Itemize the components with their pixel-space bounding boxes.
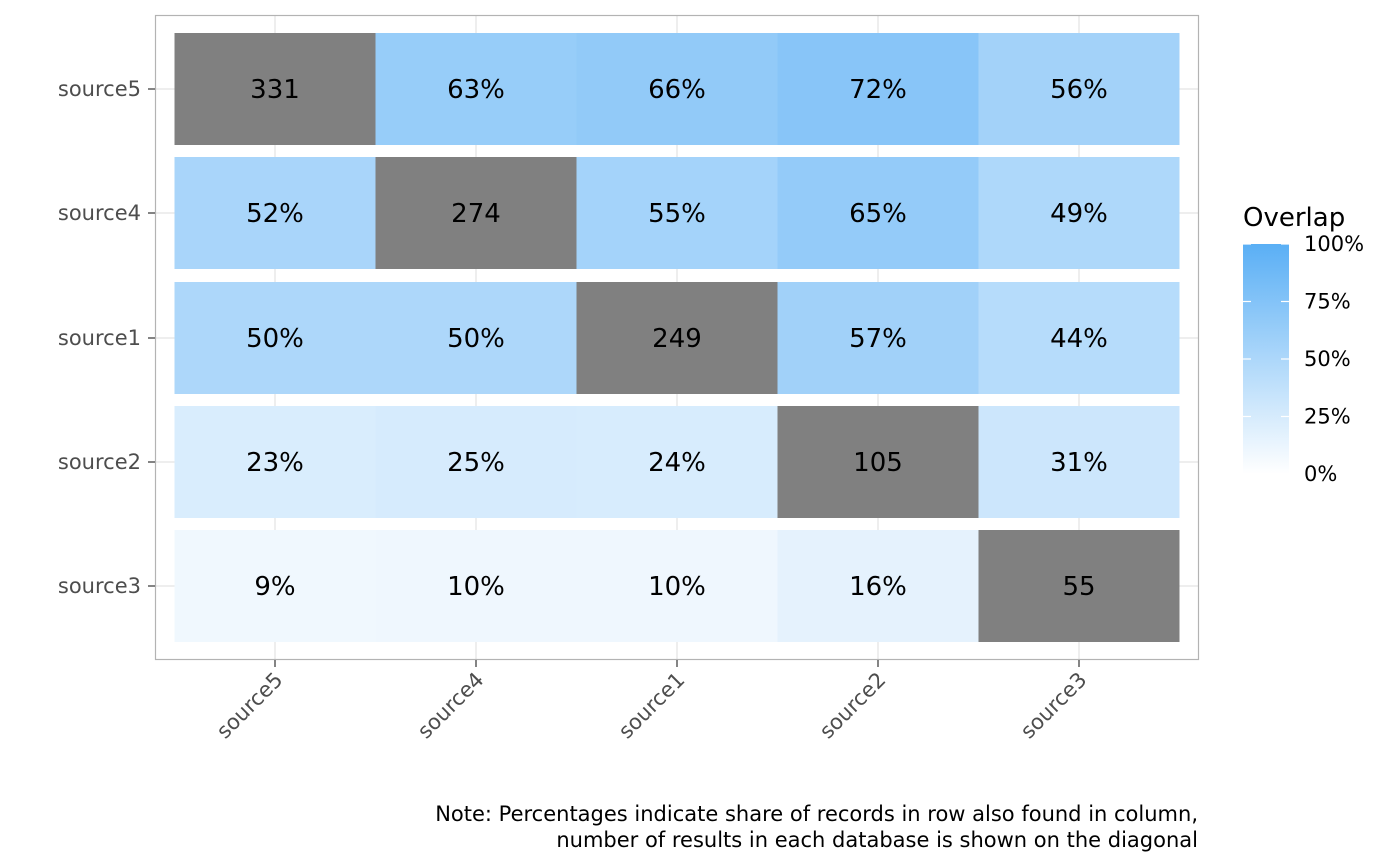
heatmap-cell-source3-source4 <box>375 530 577 642</box>
x-axis: source5 source4 source1 source2 source3 <box>212 660 1092 743</box>
heatmap-cell-source1-source4 <box>375 282 577 394</box>
heatmap-cell-source5-source4 <box>375 33 577 145</box>
note-line-2: number of results in each database is sh… <box>556 828 1198 852</box>
cell-label-source5-source5: 331 <box>250 75 300 105</box>
cell-label-source2-source2: 105 <box>853 448 903 478</box>
heatmap-cell-source4-source4 <box>375 157 577 269</box>
cell-label-source4-source3: 49% <box>1050 199 1108 229</box>
cell-label-source3-source5: 9% <box>254 572 295 602</box>
cell-label-source4-source1: 55% <box>648 199 706 229</box>
heatmap-cell-source2-source2 <box>777 406 979 518</box>
cell-label-source1-source1: 249 <box>652 324 702 354</box>
cell-label-source1-source5: 50% <box>246 324 304 354</box>
cell-label-source3-source3: 55 <box>1062 572 1095 602</box>
cell-label-source1-source3: 44% <box>1050 324 1108 354</box>
cell-label-source3-source4: 10% <box>447 572 505 602</box>
legend-title: Overlap <box>1243 203 1345 233</box>
legend-tick-label: 100% <box>1304 232 1364 256</box>
y-tick-label-source3: source3 <box>58 574 141 598</box>
x-tick-label-source3: source3 <box>1016 668 1092 744</box>
heatmap-cell-source2-source4 <box>375 406 577 518</box>
note-line-1: Note: Percentages indicate share of reco… <box>435 802 1198 826</box>
legend-tick-label: 50% <box>1304 347 1351 371</box>
heatmap-cell-source2-source5 <box>174 406 376 518</box>
cell-label-source5-source3: 56% <box>1050 75 1108 105</box>
heatmap-cell-source1-source1 <box>576 282 778 394</box>
legend-tick-label: 25% <box>1304 405 1351 429</box>
heatmap-cell-source4-source1 <box>576 157 778 269</box>
heatmap-cell-source2-source1 <box>576 406 778 518</box>
legend-tick-label: 75% <box>1304 290 1351 314</box>
cell-label-source3-source1: 10% <box>648 572 706 602</box>
y-tick-label-source5: source5 <box>58 77 141 101</box>
heatmap-cell-source1-source5 <box>174 282 376 394</box>
heatmap-cell-source4-source2 <box>777 157 979 269</box>
heatmap-cell-source4-source5 <box>174 157 376 269</box>
cell-label-source2-source5: 23% <box>246 448 304 478</box>
y-tick-label-source4: source4 <box>58 201 141 225</box>
x-tick-label-source4: source4 <box>413 668 489 744</box>
legend: Overlap 100% 75% 50% 25% 0% <box>1243 203 1364 486</box>
cell-label-source4-source2: 65% <box>849 199 907 229</box>
heatmap-cell-source3-source1 <box>576 530 778 642</box>
cell-label-source1-source2: 57% <box>849 324 907 354</box>
heatmap-cell-source1-source3 <box>978 282 1180 394</box>
cell-label-source2-source4: 25% <box>447 448 505 478</box>
cell-label-source2-source3: 31% <box>1050 448 1108 478</box>
cell-label-source4-source4: 274 <box>451 199 501 229</box>
heatmap-cell-source3-source5 <box>174 530 376 642</box>
heatmap-cell-source5-source1 <box>576 33 778 145</box>
heatmap-cell-source5-source2 <box>777 33 979 145</box>
y-axis: source5 source4 source1 source2 source3 <box>58 77 155 598</box>
heatmap-cell-source2-source3 <box>978 406 1180 518</box>
heatmap-cell-source1-source2 <box>777 282 979 394</box>
x-tick-label-source5: source5 <box>212 668 288 744</box>
y-tick-label-source2: source2 <box>58 450 141 474</box>
cell-label-source2-source1: 24% <box>648 448 706 478</box>
heatmap-cell-source5-source3 <box>978 33 1180 145</box>
cell-label-source3-source2: 16% <box>849 572 907 602</box>
cell-label-source1-source4: 50% <box>447 324 505 354</box>
heatmap-cell-source5-source5 <box>174 33 376 145</box>
cell-label-source5-source4: 63% <box>447 75 505 105</box>
heatmap-cell-source3-source2 <box>777 530 979 642</box>
heatmap-cells: 331 63% 66% 72% 56% 52% 274 55% 65% 49% 50% 50% 249 5… <box>174 33 1180 642</box>
y-tick-label-source1: source1 <box>58 326 141 350</box>
legend-tick-label: 0% <box>1304 462 1337 486</box>
x-tick-label-source2: source2 <box>815 668 891 744</box>
heatmap-cell-source4-source3 <box>978 157 1180 269</box>
heatmap-cell-source3-source3 <box>978 530 1180 642</box>
cell-label-source4-source5: 52% <box>246 199 304 229</box>
cell-label-source5-source2: 72% <box>849 75 907 105</box>
x-tick-label-source1: source1 <box>614 668 690 744</box>
cell-label-source5-source1: 66% <box>648 75 706 105</box>
panel-border <box>154 14 1200 661</box>
